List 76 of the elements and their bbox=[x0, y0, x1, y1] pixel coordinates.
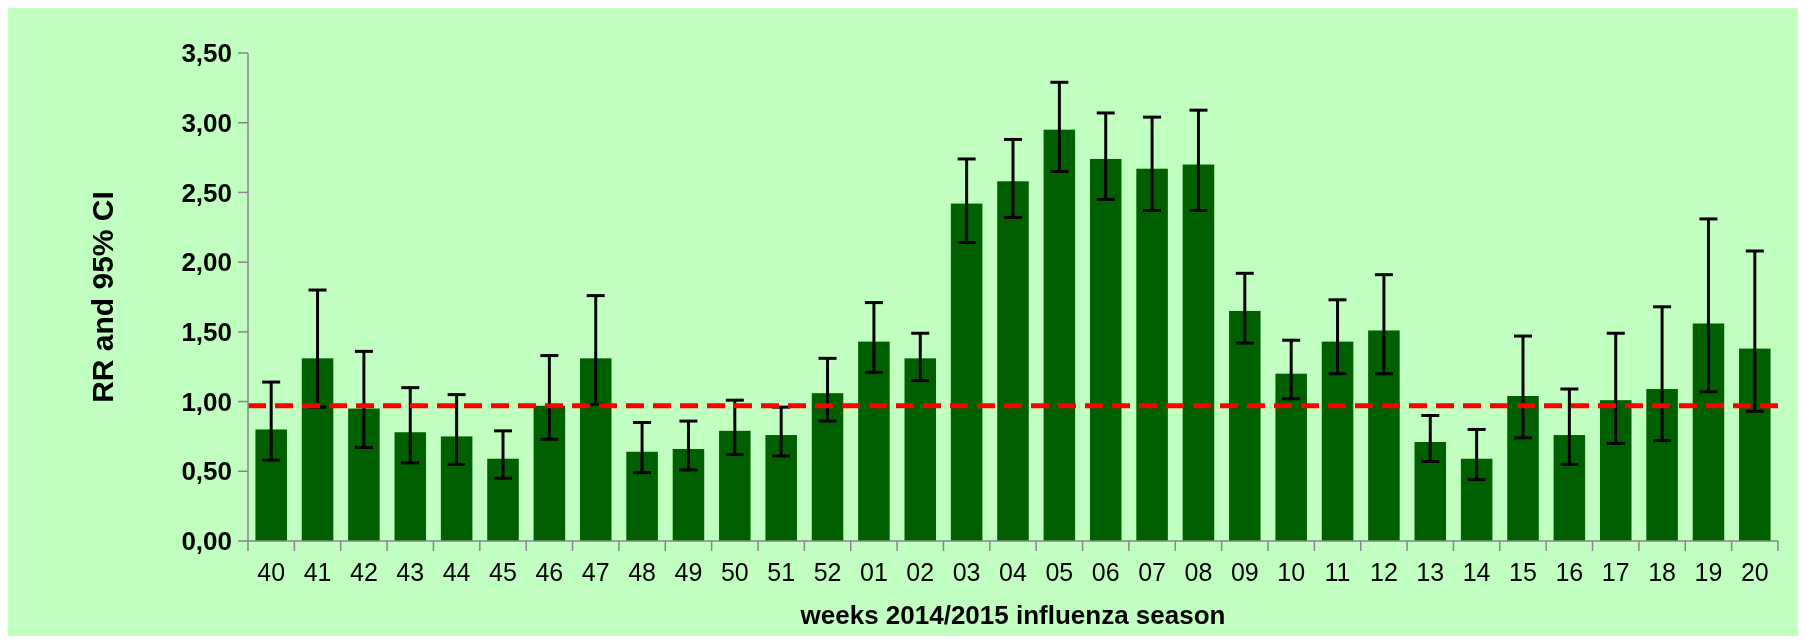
bar bbox=[672, 448, 705, 541]
bar bbox=[301, 358, 334, 541]
y-tick-label: 1,50 bbox=[181, 316, 232, 347]
bar bbox=[1739, 348, 1771, 541]
bar bbox=[1368, 330, 1400, 541]
bar bbox=[1599, 400, 1632, 541]
x-tick-label: 12 bbox=[1370, 558, 1398, 586]
bar bbox=[1414, 442, 1447, 541]
x-tick-label: 45 bbox=[489, 558, 517, 586]
bar bbox=[1507, 395, 1539, 541]
bar bbox=[533, 405, 566, 541]
y-tick-label: 3,00 bbox=[181, 107, 232, 138]
x-tick-label: 14 bbox=[1462, 558, 1491, 586]
x-tick-label: 51 bbox=[767, 558, 796, 586]
x-axis-title: weeks 2014/2015 influenza season bbox=[799, 600, 1226, 630]
bar bbox=[950, 203, 983, 541]
y-tick-label: 2,00 bbox=[181, 247, 232, 278]
bar bbox=[255, 429, 287, 541]
bar bbox=[1275, 373, 1307, 541]
bar bbox=[719, 430, 751, 541]
bar bbox=[811, 393, 844, 541]
x-tick-label: 46 bbox=[535, 558, 564, 586]
y-tick-label: 1,00 bbox=[181, 386, 232, 417]
x-tick-label: 41 bbox=[303, 558, 332, 586]
bar bbox=[1089, 158, 1122, 541]
x-tick-label: 15 bbox=[1509, 558, 1537, 586]
y-tick-label: 3,50 bbox=[181, 38, 232, 69]
x-tick-label: 17 bbox=[1601, 558, 1630, 586]
x-tick-label: 07 bbox=[1138, 558, 1166, 586]
bar bbox=[1043, 129, 1076, 541]
x-tick-label: 04 bbox=[999, 558, 1027, 586]
x-tick-label: 02 bbox=[906, 558, 935, 586]
x-tick-label: 16 bbox=[1555, 558, 1584, 586]
x-tick-label: 03 bbox=[952, 558, 981, 586]
x-tick-label: 43 bbox=[396, 558, 425, 586]
bar bbox=[1692, 323, 1725, 541]
x-tick-label: 48 bbox=[628, 558, 656, 586]
x-tick-label: 05 bbox=[1045, 558, 1074, 586]
bar bbox=[1460, 458, 1493, 541]
bar bbox=[1136, 168, 1168, 541]
x-tick-label: 47 bbox=[581, 558, 610, 586]
bar bbox=[765, 435, 797, 541]
x-tick-label: 09 bbox=[1230, 558, 1259, 586]
bar bbox=[487, 458, 519, 541]
bar bbox=[1229, 310, 1261, 541]
bar bbox=[348, 408, 380, 541]
y-tick-label: 0,50 bbox=[181, 456, 232, 487]
x-tick-label: 10 bbox=[1277, 558, 1306, 586]
bar bbox=[1553, 435, 1586, 541]
bar bbox=[394, 432, 427, 541]
bar bbox=[1321, 341, 1354, 541]
x-tick-label: 50 bbox=[720, 558, 749, 586]
x-tick-label: 18 bbox=[1648, 558, 1676, 586]
x-tick-label: 08 bbox=[1184, 558, 1213, 586]
bar bbox=[579, 358, 612, 541]
bar bbox=[997, 181, 1029, 541]
x-tick-label: 20 bbox=[1740, 558, 1769, 586]
bar bbox=[1182, 164, 1215, 541]
x-tick-label: 49 bbox=[674, 558, 703, 586]
x-tick-label: 44 bbox=[442, 558, 471, 586]
x-tick-label: 11 bbox=[1324, 558, 1351, 586]
x-tick-label: 01 bbox=[860, 558, 888, 586]
y-tick-label: 2,50 bbox=[181, 177, 232, 208]
x-tick-label: 52 bbox=[813, 558, 842, 586]
x-tick-label: 42 bbox=[350, 558, 378, 586]
x-tick-label: 19 bbox=[1694, 558, 1723, 586]
bar bbox=[904, 358, 937, 541]
bar bbox=[626, 451, 658, 541]
y-tick-label: 0,00 bbox=[181, 526, 232, 557]
x-tick-label: 40 bbox=[257, 558, 286, 586]
y-axis-title: RR and 95% CI bbox=[86, 191, 119, 403]
bar bbox=[1646, 389, 1678, 541]
x-tick-label: 06 bbox=[1091, 558, 1120, 586]
bar bbox=[858, 341, 890, 541]
x-tick-label: 13 bbox=[1416, 558, 1445, 586]
bar bbox=[440, 436, 473, 541]
